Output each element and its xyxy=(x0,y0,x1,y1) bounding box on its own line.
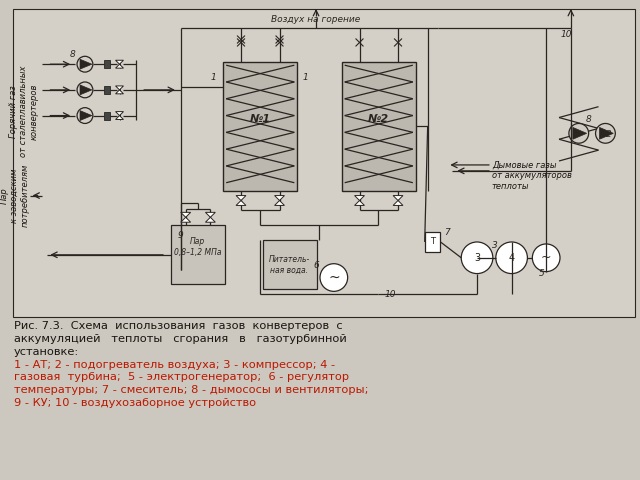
Text: 8: 8 xyxy=(69,50,75,59)
Text: Воздух на горение: Воздух на горение xyxy=(271,15,361,24)
Text: Питатель-
ная вода.: Питатель- ная вода. xyxy=(269,255,310,275)
Text: аккумуляцией   теплоты   сгорания   в   газотурбинной: аккумуляцией теплоты сгорания в газотурб… xyxy=(14,334,347,344)
Polygon shape xyxy=(275,201,284,205)
Polygon shape xyxy=(355,195,364,201)
Circle shape xyxy=(569,123,589,143)
Polygon shape xyxy=(116,86,124,90)
Polygon shape xyxy=(573,127,587,139)
Text: Т: Т xyxy=(430,238,435,246)
Bar xyxy=(104,112,109,120)
Polygon shape xyxy=(205,212,215,217)
Circle shape xyxy=(77,56,93,72)
Text: 10: 10 xyxy=(560,30,572,39)
Text: Пар
к заводским
потребителям: Пар к заводским потребителям xyxy=(0,164,29,227)
Text: установке:: установке: xyxy=(14,347,79,357)
Text: температуры; 7 - смеситель; 8 - дымососы и вентиляторы;: температуры; 7 - смеситель; 8 - дымососы… xyxy=(14,385,369,395)
Bar xyxy=(425,232,440,252)
Polygon shape xyxy=(275,195,284,201)
Text: ~: ~ xyxy=(328,271,340,285)
Text: 9: 9 xyxy=(178,230,184,240)
Text: ~: ~ xyxy=(541,251,552,264)
Bar xyxy=(263,240,317,289)
Circle shape xyxy=(596,123,615,143)
Text: Рис. 7.3.  Схема  использования  газов  конвертеров  с: Рис. 7.3. Схема использования газов конв… xyxy=(14,321,342,331)
Polygon shape xyxy=(393,195,403,201)
Polygon shape xyxy=(236,201,246,205)
Polygon shape xyxy=(236,195,246,201)
Polygon shape xyxy=(116,116,124,120)
Circle shape xyxy=(77,108,93,123)
Text: Пар
0,8–1,2 МПа: Пар 0,8–1,2 МПа xyxy=(174,237,221,257)
Text: 8: 8 xyxy=(586,115,591,124)
Circle shape xyxy=(461,242,493,274)
Polygon shape xyxy=(393,201,403,205)
Circle shape xyxy=(496,242,527,274)
Text: 10: 10 xyxy=(385,290,396,299)
Text: 3: 3 xyxy=(492,241,498,251)
Polygon shape xyxy=(355,201,364,205)
Bar xyxy=(223,62,298,191)
Bar xyxy=(104,60,109,68)
Polygon shape xyxy=(116,90,124,94)
Text: 1: 1 xyxy=(302,72,308,82)
Text: 5: 5 xyxy=(538,269,544,278)
Text: 1: 1 xyxy=(211,72,216,82)
Text: 6: 6 xyxy=(313,261,319,270)
Circle shape xyxy=(532,244,560,272)
Polygon shape xyxy=(116,112,124,116)
Text: газовая  турбина;  5 - электрогенератор;  6 - регулятор: газовая турбина; 5 - электрогенератор; 6… xyxy=(14,372,349,383)
Polygon shape xyxy=(180,217,191,222)
Polygon shape xyxy=(205,217,215,222)
Text: Горячий газ
от сталеплавильных
конвертеров: Горячий газ от сталеплавильных конвертер… xyxy=(9,66,38,157)
Circle shape xyxy=(77,82,93,98)
Text: 7: 7 xyxy=(445,228,451,237)
Bar xyxy=(171,225,225,285)
Polygon shape xyxy=(600,127,613,139)
Polygon shape xyxy=(80,110,92,120)
Polygon shape xyxy=(116,60,124,64)
Polygon shape xyxy=(116,64,124,68)
Text: 3: 3 xyxy=(474,253,480,263)
Polygon shape xyxy=(80,85,92,95)
Text: 1 - АТ; 2 - подогреватель воздуха; 3 - компрессор; 4 -: 1 - АТ; 2 - подогреватель воздуха; 3 - к… xyxy=(14,360,335,370)
Circle shape xyxy=(320,264,348,291)
Text: 9 - КУ; 10 - воздухозаборное устройство: 9 - КУ; 10 - воздухозаборное устройство xyxy=(14,398,256,408)
Text: 4: 4 xyxy=(509,253,515,263)
Bar xyxy=(342,62,416,191)
Polygon shape xyxy=(80,59,92,69)
Polygon shape xyxy=(180,212,191,217)
Text: Дымовые газы
от аккумуляторов
теплоты: Дымовые газы от аккумуляторов теплоты xyxy=(492,161,572,191)
Text: 2: 2 xyxy=(605,130,611,139)
Text: №1: №1 xyxy=(249,114,270,123)
Bar xyxy=(13,9,635,317)
Bar xyxy=(104,86,109,94)
Text: №2: №2 xyxy=(368,114,389,123)
